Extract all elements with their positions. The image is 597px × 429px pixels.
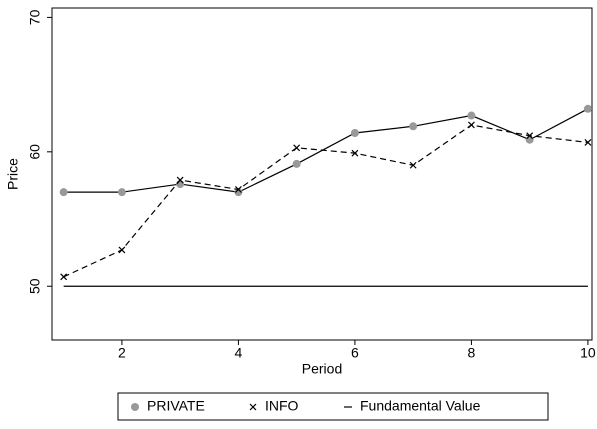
data-point [350,129,359,138]
data-point [117,188,126,197]
data-point [234,188,243,197]
data-point [292,159,301,168]
data-point [467,111,476,120]
x-tick-label: 10 [580,345,596,361]
legend-box [117,392,549,421]
data-point [409,161,417,169]
y-axis-title: Price [5,158,21,190]
x-tick-label: 8 [468,345,476,361]
data-point [525,135,534,144]
y-tick-label: 60 [27,144,43,160]
data-point [293,144,301,152]
legend-label: INFO [265,398,299,414]
data-point [409,122,418,131]
data-point [584,138,592,146]
plot-frame [51,7,593,341]
x-tick-label: 6 [351,345,359,361]
data-point [60,273,68,281]
data-point [59,188,68,197]
data-point [118,246,126,254]
legend-symbol [249,403,257,411]
legend-label: Fundamental Value [360,398,481,414]
x-tick-label: 2 [118,345,126,361]
y-tick-label: 50 [27,278,43,294]
data-point [583,104,592,113]
series-line [63,108,589,193]
y-tick-label: 70 [27,9,43,25]
data-point [526,132,534,140]
data-point [351,149,359,157]
data-point [176,176,184,184]
data-point [467,121,475,129]
data-point [234,186,242,193]
x-axis-title: Period [302,361,342,377]
legend-label: PRIVATE [147,398,205,414]
series-line [63,124,588,278]
legend-symbol [131,403,139,411]
x-tick-label: 4 [235,345,243,361]
